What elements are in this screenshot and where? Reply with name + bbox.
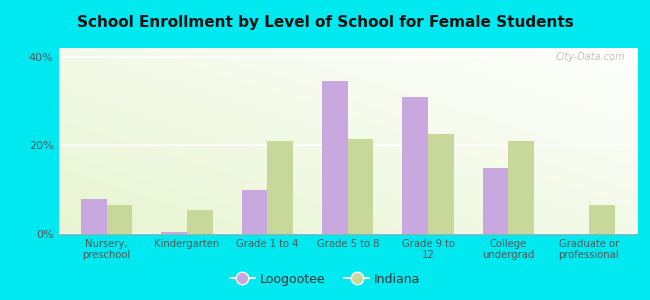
Bar (348, 139, 374, 234)
Text: School Enrollment by Level of School for Female Students: School Enrollment by Level of School for… (77, 15, 573, 30)
Bar (428, 134, 454, 234)
Text: City-Data.com: City-Data.com (556, 52, 625, 62)
Bar (402, 97, 428, 234)
Bar (483, 168, 508, 234)
Bar (322, 81, 348, 234)
Bar (107, 205, 133, 234)
Bar (81, 199, 107, 234)
Bar (187, 210, 213, 234)
Bar (161, 232, 187, 234)
Bar (267, 141, 293, 234)
Legend: Loogootee, Indiana: Loogootee, Indiana (225, 268, 425, 291)
Bar (242, 190, 267, 234)
Bar (508, 141, 534, 234)
Bar (589, 205, 614, 234)
